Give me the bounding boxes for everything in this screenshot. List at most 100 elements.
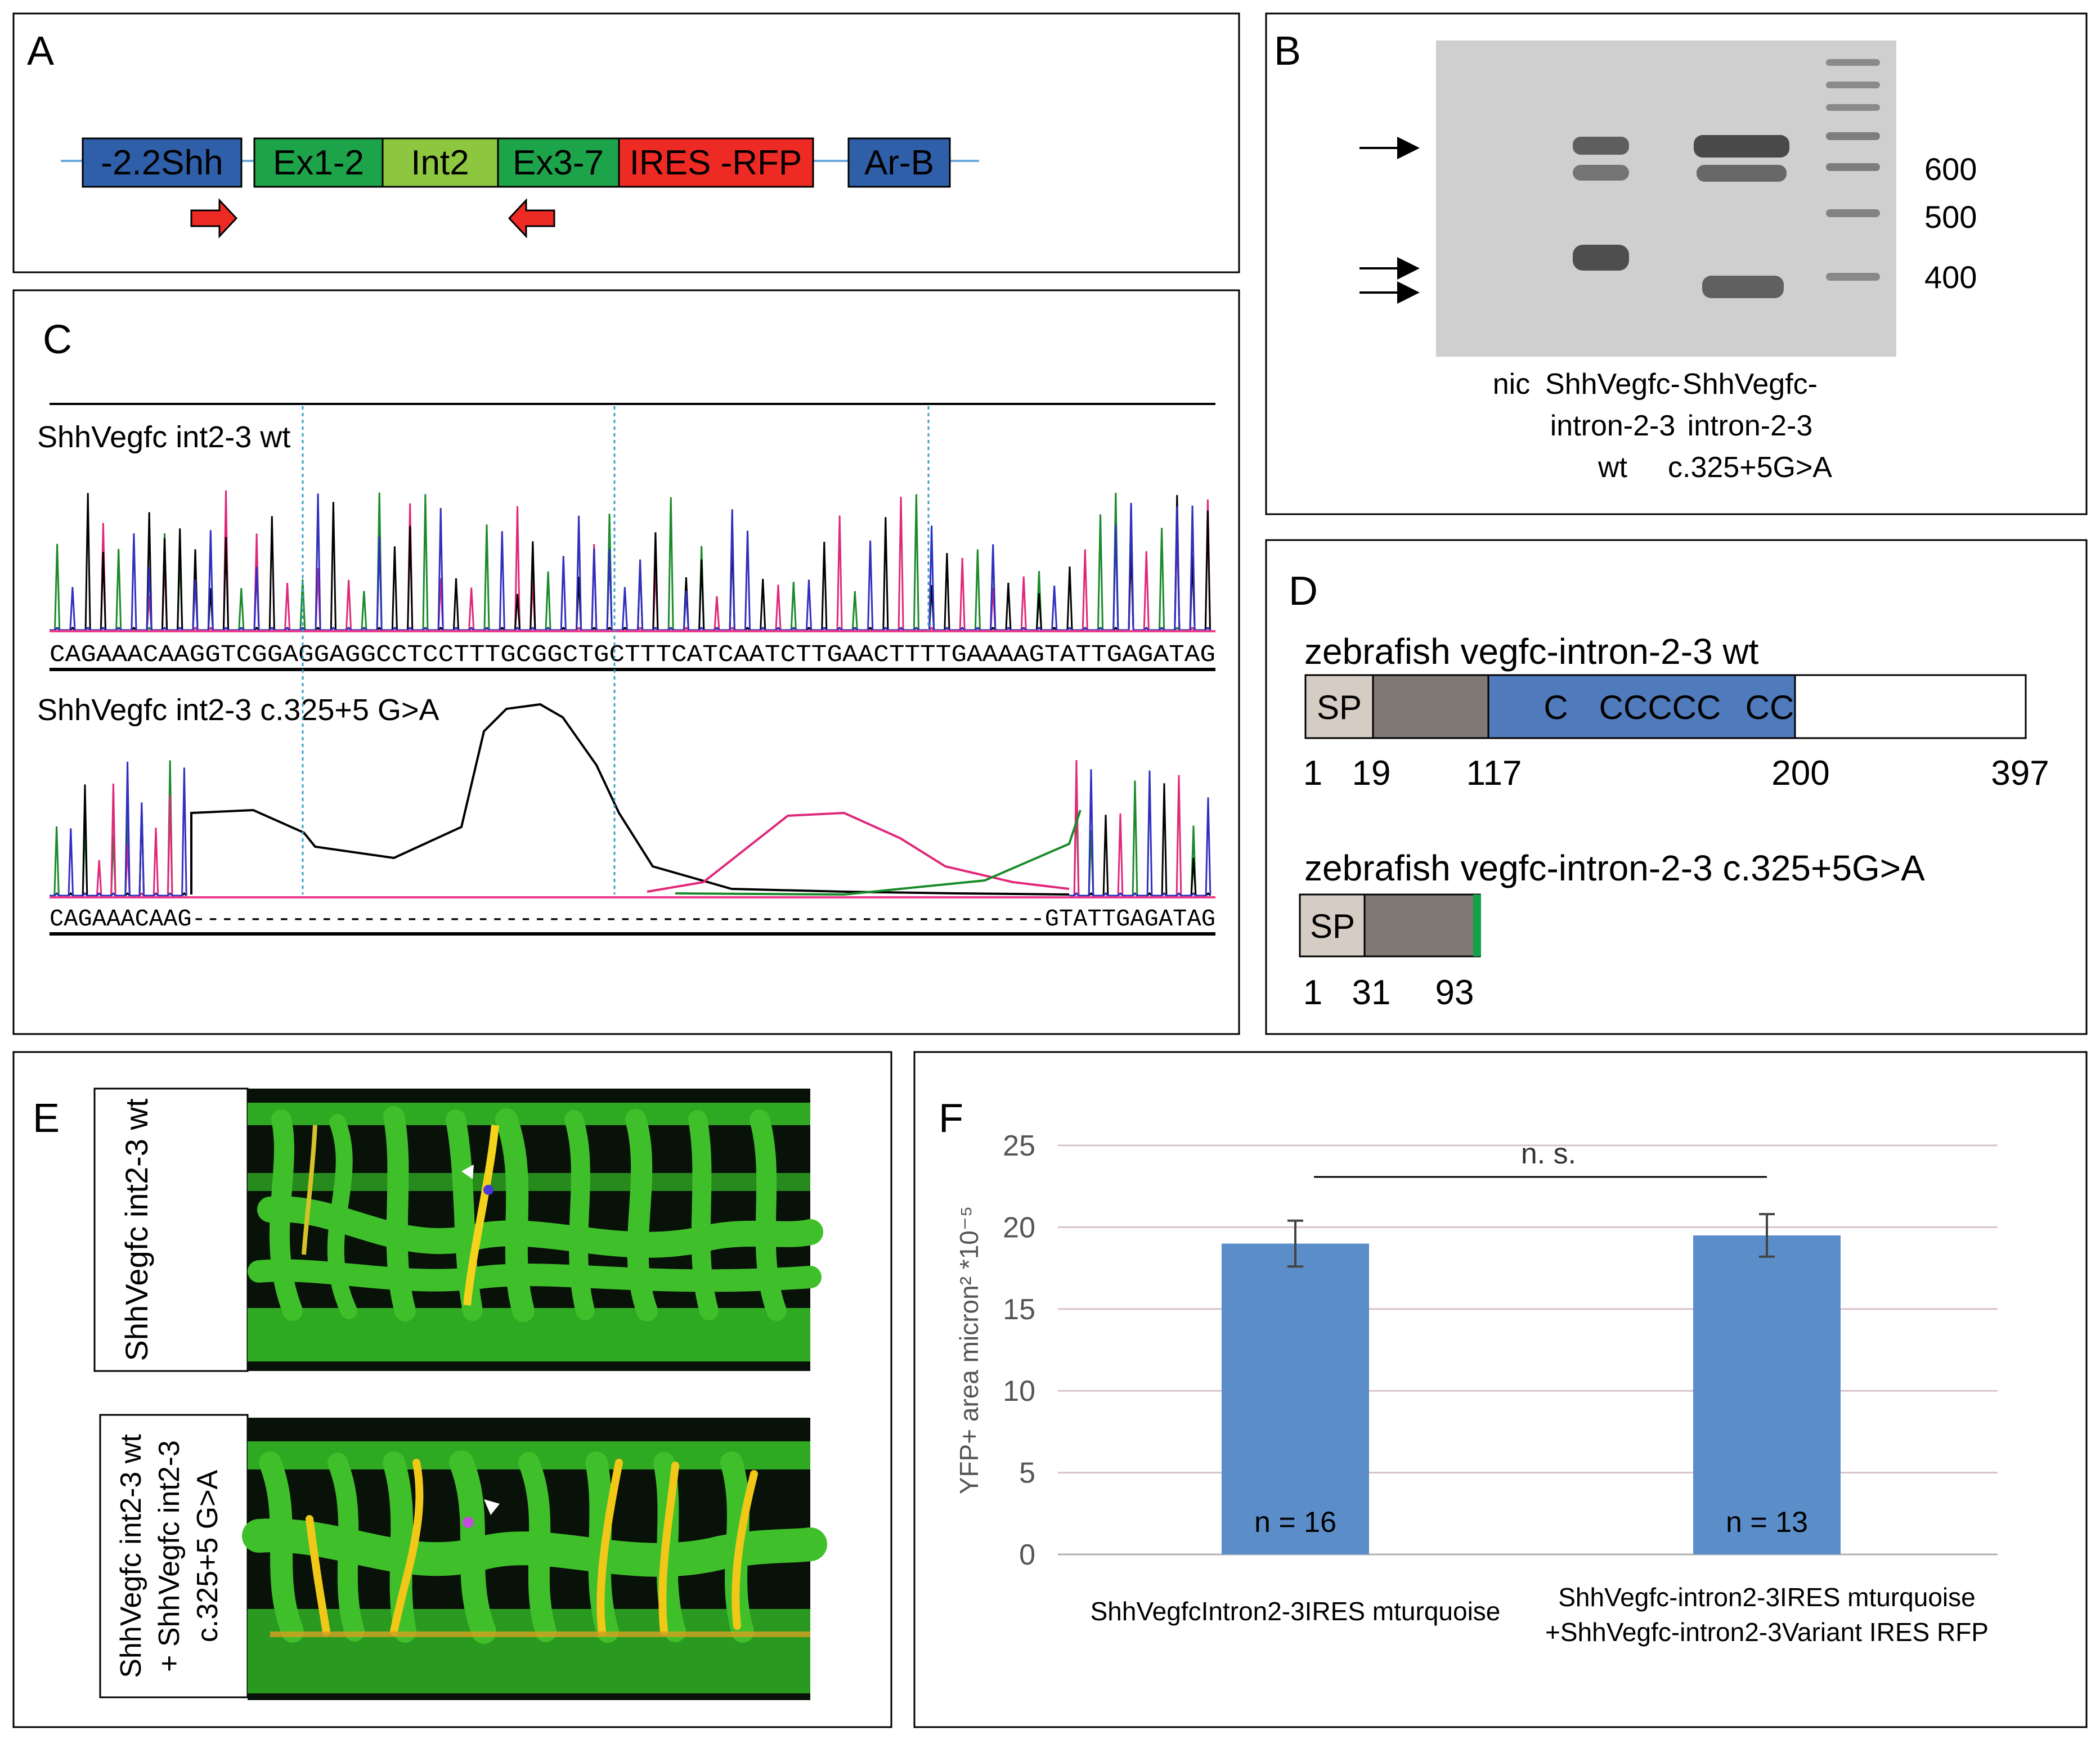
wt-sp-label: SP bbox=[1317, 689, 1362, 726]
panel-e: E ShhVegfc int2-3 wt ShhVegfc int2-3 wt … bbox=[12, 1051, 892, 1728]
wt-pos-117: 117 bbox=[1466, 754, 1522, 793]
panel-f-label: F bbox=[939, 1096, 963, 1141]
ladder-band bbox=[1826, 273, 1880, 281]
ladder-band bbox=[1826, 59, 1880, 66]
chromatogram-peak-series bbox=[1069, 769, 1211, 897]
y-tick-label: 20 bbox=[1003, 1211, 1035, 1244]
lane-wt-line3: wt bbox=[1598, 451, 1628, 484]
y-tick-label: 10 bbox=[1003, 1375, 1035, 1408]
marker-500: 500 bbox=[1924, 199, 1977, 235]
gel-band bbox=[1573, 137, 1629, 155]
category-label: ShhVegfcIntron2-3IRES mturquoise bbox=[1091, 1597, 1501, 1626]
marker-400: 400 bbox=[1924, 259, 1977, 295]
lane-mut-line3: c.325+5G>A bbox=[1668, 451, 1832, 484]
bottom-caption-line2: + ShhVegfc int2-3 bbox=[153, 1440, 186, 1672]
bar-chart: 0 5 10 15 20 25 YFP+ area micron² *10⁻⁵ n = 16 S… bbox=[954, 1130, 1998, 1647]
top-caption: ShhVegfc int2-3 wt bbox=[119, 1098, 154, 1361]
mut-protein-title: zebrafish vegfc-intron-2-3 c.325+5G>A bbox=[1304, 848, 1925, 888]
n-label: n = 16 bbox=[1254, 1506, 1336, 1539]
marker-600: 600 bbox=[1924, 151, 1977, 187]
top-caption-box bbox=[93, 1087, 249, 1372]
y-tick-label: 0 bbox=[1019, 1539, 1035, 1571]
n-label: n = 13 bbox=[1726, 1506, 1808, 1539]
panel-b: B 600 500 400 nic ShhVegfc- bbox=[1265, 12, 2088, 515]
ladder-band bbox=[1826, 132, 1880, 140]
trace-1-sequence: CAGAAACAAGGTCGGAGGAGGCCTCCTTTGCGGCTGCTTT… bbox=[50, 641, 1215, 668]
bottom-caption-line3: c.325+5 G>A bbox=[191, 1469, 224, 1642]
arrowhead-marker-icon bbox=[484, 1499, 500, 1515]
gel-image bbox=[1436, 41, 1896, 357]
panel-d: D zebrafish vegfc-intron-2-3 wt SP C CCC… bbox=[1265, 539, 2088, 1035]
mut-pos-93: 93 bbox=[1435, 973, 1474, 1012]
ar-b-box bbox=[847, 137, 951, 188]
reverse-primer-arrow-icon bbox=[508, 198, 555, 239]
bar bbox=[1222, 1243, 1369, 1554]
ladder-band bbox=[1826, 104, 1880, 111]
panel-c: C ShhVegfc int2-3 wt CAGAAACAAGGTCGGAGGA… bbox=[12, 289, 1240, 1035]
chromatogram-peak-series bbox=[50, 761, 187, 897]
chromatogram-noise-green bbox=[675, 810, 1082, 896]
y-tick-label: 25 bbox=[1003, 1130, 1035, 1162]
ires-rfp-label: IRES -RFP bbox=[630, 143, 802, 182]
panel-c-frame bbox=[12, 289, 1240, 1035]
exon-3-7-label: Ex3-7 bbox=[513, 143, 604, 182]
chromatogram-noise-pink bbox=[647, 811, 1070, 893]
wt-cysteine-pair: CC bbox=[1745, 689, 1794, 726]
y-tick-label: 15 bbox=[1003, 1293, 1035, 1326]
exon-1-2-box bbox=[253, 137, 384, 188]
wt-propeptide bbox=[1372, 674, 1489, 739]
mut-pos-1: 1 bbox=[1303, 973, 1322, 1012]
trace-1-title: ShhVegfc int2-3 wt bbox=[37, 420, 290, 454]
wt-pos-19: 19 bbox=[1352, 754, 1391, 793]
panel-d-label: D bbox=[1289, 569, 1318, 614]
gel-bands bbox=[1573, 59, 1880, 298]
mut-aberrant-tail bbox=[1473, 895, 1481, 956]
wt-protein-title: zebrafish vegfc-intron-2-3 wt bbox=[1304, 631, 1759, 672]
gel-band bbox=[1573, 245, 1629, 271]
wt-signal-peptide bbox=[1304, 674, 1374, 739]
wt-cysteine-1: C bbox=[1543, 689, 1568, 726]
gel-band bbox=[1573, 165, 1629, 181]
confocal-image-bottom bbox=[242, 1418, 827, 1700]
shh-promoter-label: -2.2Shh bbox=[101, 143, 223, 182]
lane-mut-line2: intron-2-3 bbox=[1688, 410, 1813, 442]
mut-signal-peptide bbox=[1299, 893, 1366, 958]
wt-pos-200: 200 bbox=[1771, 754, 1829, 793]
gel-band bbox=[1694, 135, 1789, 158]
lane-mut-line1: ShhVegfc- bbox=[1682, 368, 1818, 401]
shh-promoter-box bbox=[82, 137, 243, 188]
trace-2-title: ShhVegfc int2-3 c.325+5 G>A bbox=[37, 693, 439, 727]
lane-wt-line2: intron-2-3 bbox=[1550, 410, 1676, 442]
category-label: +ShhVegfc-intron2-3Variant IRES RFP bbox=[1545, 1617, 1989, 1647]
bar bbox=[1693, 1235, 1841, 1554]
panel-c-label: C bbox=[43, 317, 72, 362]
panel-f-frame bbox=[913, 1051, 2088, 1728]
y-axis-label: YFP+ area micron² *10⁻⁵ bbox=[954, 1206, 984, 1495]
intron-2-label: Int2 bbox=[411, 143, 469, 182]
trace-2-sequence: CAGAAACAAG------------------------------… bbox=[50, 905, 1215, 933]
forward-primer-arrow-icon bbox=[190, 198, 238, 239]
alignment-guides bbox=[302, 406, 930, 895]
gel-band bbox=[1697, 165, 1787, 182]
lane-nic: nic bbox=[1493, 368, 1530, 401]
wt-pos-1: 1 bbox=[1303, 754, 1322, 793]
panel-a: A -2.2Shh Ex1-2 Int2 Ex3-7 IRES -RFP Ar-… bbox=[12, 12, 1240, 273]
ladder-band bbox=[1826, 82, 1880, 88]
category-label: ShhVegfc-intron2-3IRES mturquoise bbox=[1558, 1583, 1976, 1612]
ires-rfp-box bbox=[618, 137, 814, 188]
y-tick-label: 5 bbox=[1019, 1457, 1035, 1490]
chromatogram-noise-black bbox=[190, 703, 1070, 896]
mut-propeptide bbox=[1363, 893, 1481, 958]
panel-e-label: E bbox=[33, 1096, 60, 1141]
arrowhead-marker-icon bbox=[461, 1165, 474, 1179]
chromatogram-trace-2 bbox=[50, 703, 1211, 897]
gel-band bbox=[1702, 276, 1784, 298]
bottom-caption-line1: ShhVegfc int2-3 wt bbox=[115, 1434, 147, 1678]
wt-pos-397: 397 bbox=[1991, 754, 2049, 793]
panel-a-label: A bbox=[27, 29, 54, 74]
confocal-image-top bbox=[248, 1089, 823, 1371]
mut-sp-label: SP bbox=[1310, 907, 1355, 945]
wt-c-terminal-region bbox=[1794, 674, 2027, 739]
bottom-caption-box bbox=[99, 1414, 249, 1698]
